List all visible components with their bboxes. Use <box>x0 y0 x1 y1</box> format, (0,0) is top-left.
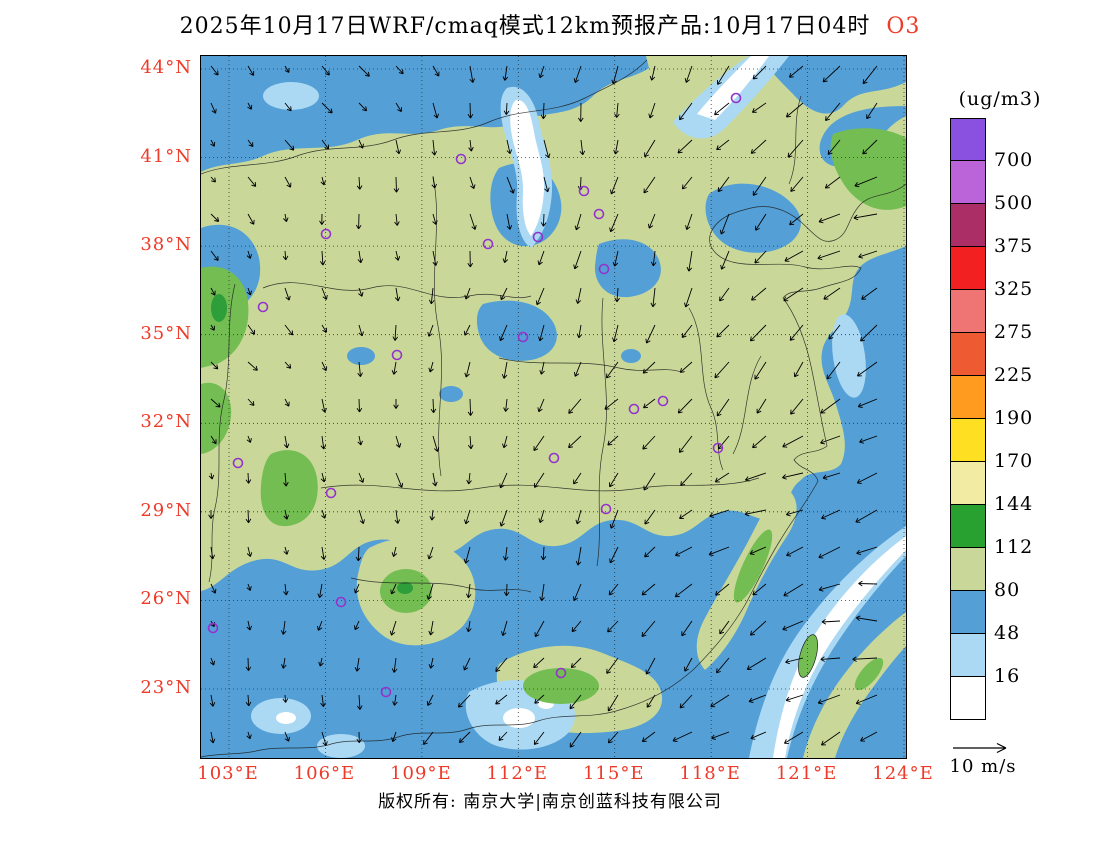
graticule <box>201 56 906 758</box>
legend-value: 375 <box>994 235 1034 257</box>
station-marker <box>593 208 605 220</box>
legend-swatch <box>950 161 986 204</box>
station-marker <box>628 403 640 415</box>
legend-swatch <box>950 462 986 505</box>
copyright-footer: 版权所有: 南京大学|南京创蓝科技有限公司 <box>378 792 722 812</box>
lon-tick-label: 112°E <box>486 763 549 784</box>
legend-swatch <box>950 677 986 720</box>
legend-swatch <box>950 591 986 634</box>
forecast-map <box>200 55 907 759</box>
station-marker <box>657 395 669 407</box>
lat-tick-label: 35°N <box>140 322 192 344</box>
lat-tick-label: 26°N <box>140 588 192 610</box>
station-marker <box>391 349 403 361</box>
legend-value: 80 <box>994 579 1021 601</box>
lon-tick-label: 106°E <box>293 763 356 784</box>
station-marker <box>257 301 269 313</box>
lat-tick-label: 29°N <box>140 499 192 521</box>
station-marker <box>555 667 567 679</box>
lat-tick-label: 38°N <box>140 234 192 256</box>
page-title: 2025年10月17日WRF/cmaq模式12km预报产品:10月17日04时 O… <box>0 8 1100 40</box>
station-marker <box>600 503 612 515</box>
station-marker <box>232 457 244 469</box>
station-marker <box>548 452 560 464</box>
legend-swatch <box>950 118 986 161</box>
city-markers <box>207 92 742 698</box>
legend-swatch <box>950 204 986 247</box>
lat-tick-label: 32°N <box>140 411 192 433</box>
legend-value: 500 <box>994 192 1034 214</box>
station-marker <box>325 487 337 499</box>
legend-swatch <box>950 548 986 591</box>
legend-colorbar <box>950 118 986 720</box>
legend-labels: 700 500 375 325 275 225 190 170 144 112 80 48 16 <box>994 118 1064 738</box>
legend-value: 325 <box>994 278 1034 300</box>
legend-unit: (ug/m3) <box>958 88 1042 110</box>
station-marker <box>712 442 724 454</box>
station-marker <box>517 331 529 343</box>
legend-swatch <box>950 333 986 376</box>
station-marker <box>207 622 219 634</box>
legend-value: 700 <box>994 149 1034 171</box>
legend-swatch <box>950 290 986 333</box>
legend-value: 112 <box>994 536 1034 558</box>
wind-vectors <box>208 65 878 748</box>
boundary-lines <box>201 59 906 758</box>
lon-tick-label: 121°E <box>775 763 838 784</box>
lon-tick-label: 115°E <box>582 763 645 784</box>
lon-tick-label: 103°E <box>197 763 259 784</box>
station-marker <box>578 185 590 197</box>
lat-tick-label: 44°N <box>140 57 192 78</box>
title-text: 2025年10月17日WRF/cmaq模式12km预报产品:10月17日04时 <box>179 14 871 39</box>
lat-tick-label: 41°N <box>140 145 192 167</box>
legend-swatch <box>950 419 986 462</box>
station-marker <box>380 686 392 698</box>
station-marker <box>598 263 610 275</box>
legend-value: 48 <box>994 622 1021 644</box>
lon-tick-label: 118°E <box>679 763 741 784</box>
legend-swatch <box>950 247 986 290</box>
station-marker <box>455 153 467 165</box>
legend-swatch <box>950 505 986 548</box>
legend-swatch <box>950 634 986 677</box>
legend-swatch <box>950 376 986 419</box>
station-marker <box>730 92 742 104</box>
station-marker <box>320 228 332 240</box>
legend-value: 144 <box>994 493 1034 515</box>
station-marker <box>335 596 347 608</box>
lon-tick-label: 109°E <box>390 763 452 784</box>
legend-value: 275 <box>994 321 1034 343</box>
legend-value: 190 <box>994 407 1034 429</box>
station-marker <box>482 238 494 250</box>
wind-scale-arrow <box>953 742 1007 754</box>
wind-scale-label: 10 m/s <box>949 756 1017 777</box>
legend-value: 170 <box>994 450 1034 472</box>
species-label: O3 <box>886 14 921 39</box>
legend-value: 16 <box>994 665 1021 687</box>
lon-tick-label: 124°E <box>872 763 934 784</box>
lat-tick-label: 23°N <box>140 676 192 698</box>
station-marker <box>532 231 544 243</box>
legend-value: 225 <box>994 364 1034 386</box>
